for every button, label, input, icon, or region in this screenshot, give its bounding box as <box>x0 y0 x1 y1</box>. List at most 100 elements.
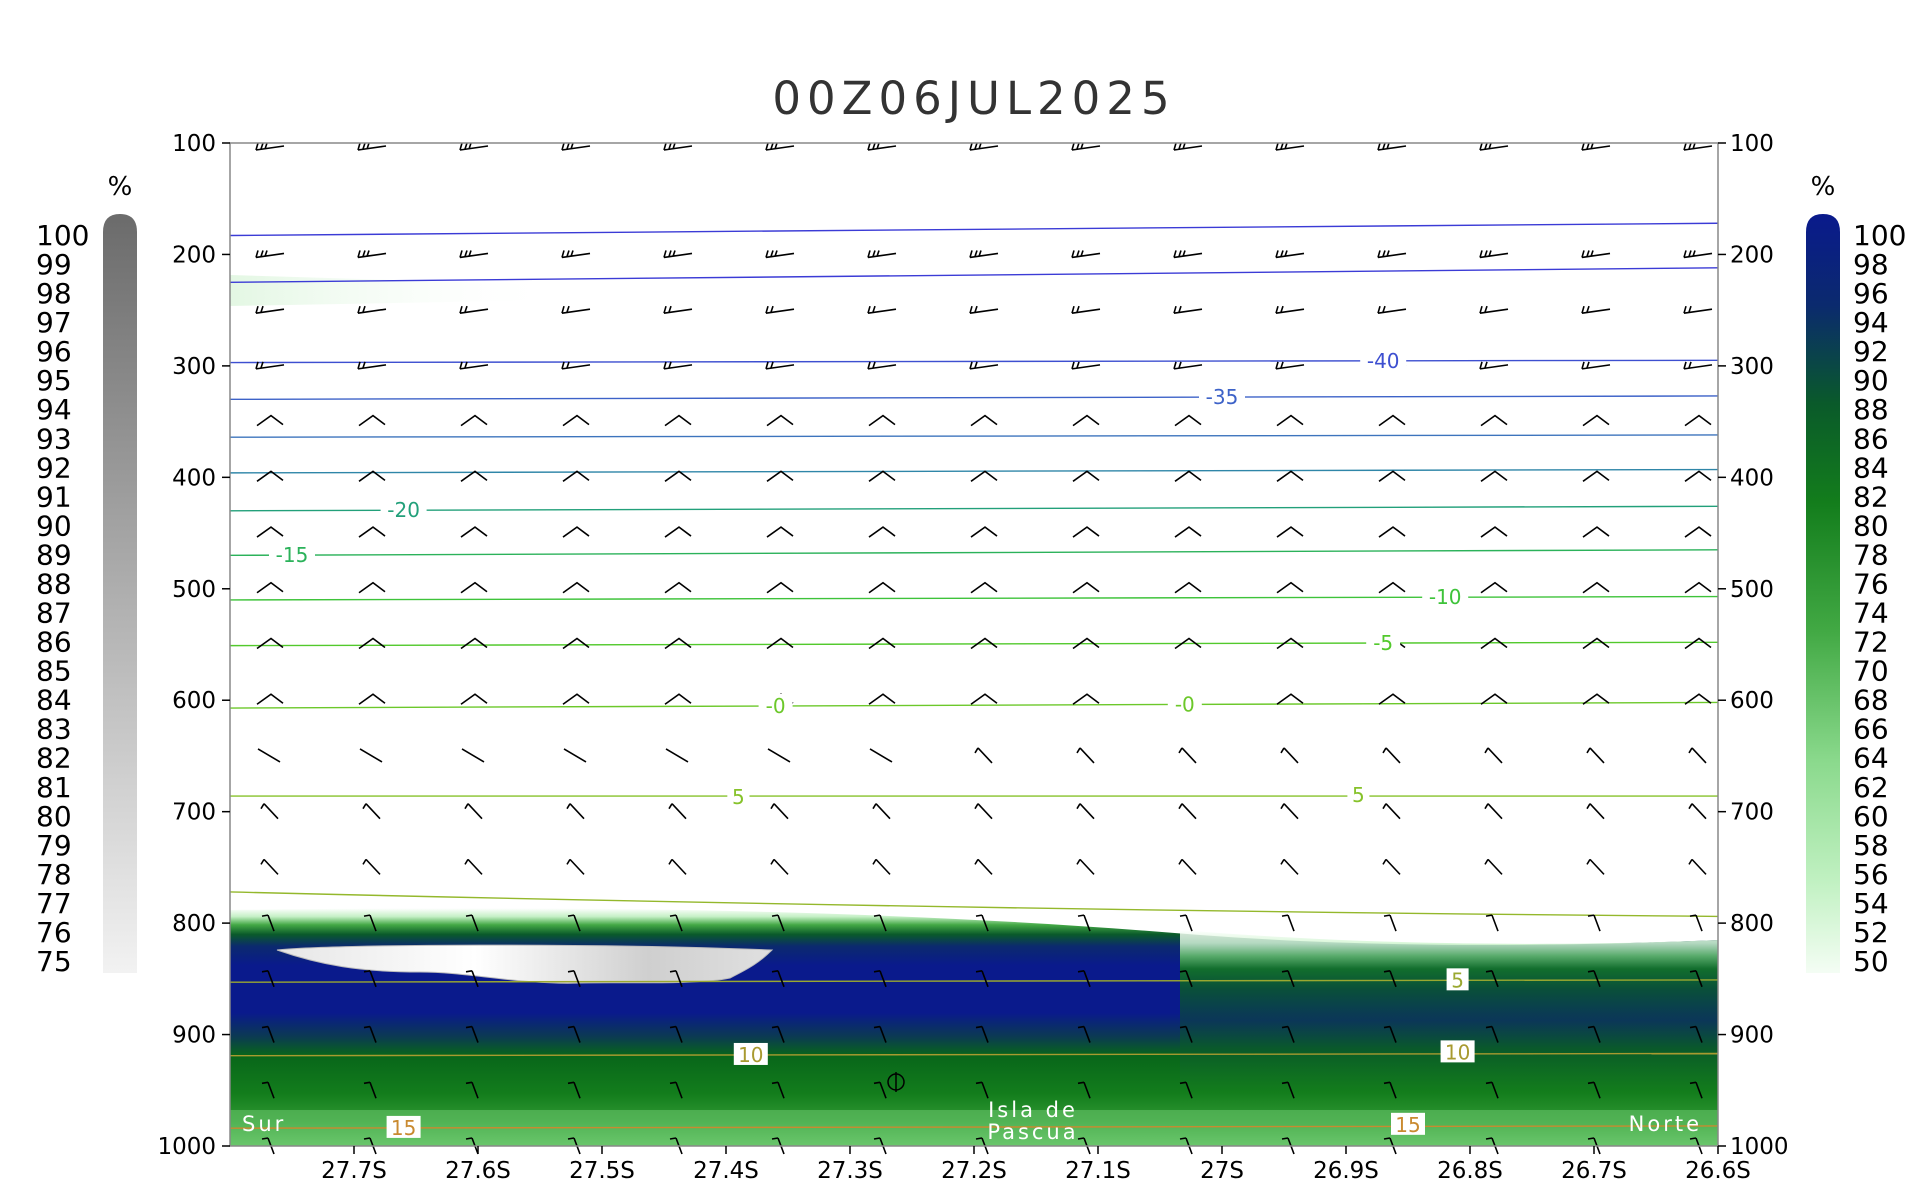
wind-barb <box>1072 470 1100 482</box>
wind-barbs <box>255 142 1713 1155</box>
wind-barb <box>1587 970 1601 988</box>
wind-barb <box>765 361 795 370</box>
y-tick-label-left: 1000 <box>157 1134 216 1160</box>
wind-barb <box>765 305 795 314</box>
wind-barb <box>1480 526 1508 538</box>
contour-label: 10 <box>1445 1040 1470 1064</box>
wind-barb-stroke <box>1275 305 1305 314</box>
colorbar-label: 88 <box>1853 393 1889 426</box>
wind-barb <box>873 914 887 932</box>
wind-barb <box>1586 747 1605 764</box>
wind-barb-stroke <box>1173 361 1203 370</box>
y-tick-label-right: 500 <box>1730 577 1774 603</box>
wind-barb <box>1281 1081 1295 1099</box>
wind-barb-stroke <box>1173 305 1203 314</box>
contour-label: -15 <box>276 543 309 567</box>
wind-barb <box>358 470 386 482</box>
wind-barb <box>358 693 386 705</box>
wind-barb <box>1582 526 1610 538</box>
wind-barb-stroke <box>561 361 591 370</box>
wind-barb-stroke <box>1684 581 1712 594</box>
wind-barb <box>969 250 999 259</box>
wind-barb <box>1071 250 1101 259</box>
wind-barb-stroke <box>1377 142 1407 151</box>
wind-barb-stroke <box>1480 637 1508 650</box>
wind-barb <box>561 361 591 370</box>
wind-barb <box>460 581 488 594</box>
wind-barb <box>664 693 692 705</box>
colorbar-label: 82 <box>36 742 72 775</box>
wind-barb-stroke <box>975 914 989 932</box>
wind-barb <box>1276 693 1304 705</box>
wind-barb-stroke <box>362 803 381 820</box>
wind-barb <box>1281 970 1295 988</box>
wind-barb <box>1179 1081 1193 1099</box>
wind-barb <box>1383 914 1397 932</box>
wind-barb <box>255 250 285 259</box>
colorbar-label: 90 <box>36 509 72 542</box>
wind-barb <box>1383 970 1397 988</box>
wind-barb <box>1077 970 1091 988</box>
wind-barb <box>1173 142 1203 151</box>
wind-barb-stroke <box>873 1025 887 1043</box>
wind-barb-stroke <box>770 858 789 875</box>
wind-barb <box>1479 361 1509 370</box>
wind-barb <box>464 858 483 875</box>
wind-barb-stroke <box>969 361 999 370</box>
wind-barb-stroke <box>1174 637 1202 650</box>
wind-barb <box>1689 1081 1703 1099</box>
wind-barb <box>460 637 488 650</box>
wind-barb <box>260 858 279 875</box>
wind-barb <box>459 142 489 151</box>
wind-barb-stroke <box>567 970 581 988</box>
wind-barb <box>1173 361 1203 370</box>
wind-barb <box>771 1025 785 1043</box>
contour-label: 5 <box>732 785 745 809</box>
wind-barb <box>1382 858 1401 875</box>
wind-barb <box>1378 414 1406 427</box>
colorbar-label: 75 <box>36 945 72 978</box>
wind-barb <box>256 693 284 705</box>
wind-barb-stroke <box>1480 693 1508 705</box>
wind-barb-stroke <box>358 526 386 538</box>
right-colorbar-bar <box>1806 214 1840 973</box>
wind-barb-stroke <box>357 361 387 370</box>
wind-barb <box>1174 581 1202 594</box>
colorbar-label: 79 <box>36 829 72 862</box>
wind-barb <box>1383 1081 1397 1099</box>
temperature-contour <box>230 468 1718 474</box>
wind-barb <box>771 970 785 988</box>
temperature-contour <box>230 505 1718 512</box>
wind-barb-stroke <box>1072 637 1100 650</box>
contour-label: -10 <box>1429 585 1462 609</box>
wind-barb <box>668 858 687 875</box>
wind-barb <box>464 803 483 820</box>
wind-barb <box>256 414 284 427</box>
wind-barb <box>1586 803 1605 820</box>
wind-barb-stroke <box>357 250 387 259</box>
y-tick-label-left: 700 <box>172 800 216 826</box>
wind-barb-stroke <box>766 581 794 594</box>
wind-barb <box>974 747 993 764</box>
wind-barb <box>566 803 585 820</box>
wind-barb-stroke <box>358 470 386 482</box>
wind-barb-stroke <box>1587 970 1601 988</box>
wind-barb <box>465 1025 479 1043</box>
wind-barb <box>461 748 485 763</box>
wind-barb-stroke <box>1275 250 1305 259</box>
wind-barb-stroke <box>1383 970 1397 988</box>
wind-barb-stroke <box>767 748 791 763</box>
colorbar-label: 70 <box>1853 655 1889 688</box>
wind-barb-stroke <box>465 914 479 932</box>
colorbar-label: 78 <box>36 858 72 891</box>
wind-barb <box>261 1081 275 1099</box>
wind-barb <box>1076 803 1095 820</box>
wind-barb-stroke <box>261 1081 275 1099</box>
wind-barb-stroke <box>464 803 483 820</box>
wind-barb-stroke <box>1173 142 1203 151</box>
wind-barb-stroke <box>1179 1025 1193 1043</box>
wind-barb-stroke <box>1281 970 1295 988</box>
wind-barb <box>970 581 998 594</box>
wind-barb <box>1076 747 1095 764</box>
wind-barb-stroke <box>873 1081 887 1099</box>
